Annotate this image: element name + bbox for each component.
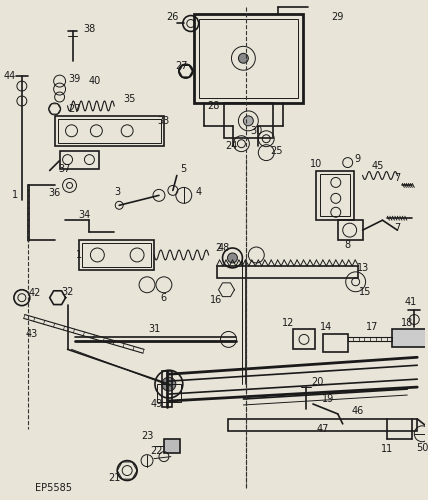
Text: 38: 38 (83, 24, 95, 34)
Text: 41: 41 (404, 296, 416, 306)
Bar (338, 220, 363, 240)
Text: 30: 30 (250, 126, 262, 136)
Text: 40: 40 (88, 76, 101, 86)
Circle shape (162, 377, 176, 391)
Circle shape (228, 253, 238, 263)
Text: 20: 20 (312, 377, 324, 387)
Bar (80, 240, 154, 270)
Text: 50: 50 (416, 442, 428, 452)
Bar (162, 371, 172, 407)
Bar (392, 330, 428, 347)
Text: 11: 11 (381, 444, 394, 454)
Bar (320, 174, 350, 216)
Text: 45: 45 (372, 160, 383, 170)
Bar (58, 119, 161, 142)
Text: 46: 46 (351, 406, 364, 416)
Text: 17: 17 (366, 322, 379, 332)
Bar (316, 170, 354, 220)
Text: EP5585: EP5585 (35, 484, 72, 494)
Text: 3: 3 (114, 188, 120, 198)
Text: 10: 10 (310, 158, 322, 168)
Bar (223, 103, 273, 138)
Text: 47: 47 (317, 424, 329, 434)
Text: 14: 14 (320, 322, 332, 332)
Text: 23: 23 (141, 431, 153, 441)
Bar (55, 116, 164, 146)
Text: 18: 18 (401, 318, 413, 328)
Text: 2: 2 (215, 243, 222, 253)
Bar (59, 150, 99, 168)
Text: 16: 16 (211, 294, 223, 304)
Text: 39: 39 (68, 74, 80, 84)
Bar (323, 334, 348, 352)
Text: 49: 49 (151, 399, 163, 409)
Text: 27: 27 (175, 61, 188, 71)
Text: 9: 9 (354, 154, 361, 164)
Text: 1: 1 (77, 250, 83, 260)
Bar (194, 14, 303, 103)
Text: 21: 21 (108, 474, 120, 484)
Text: 42: 42 (29, 288, 41, 298)
Text: 1: 1 (12, 190, 18, 200)
Text: 12: 12 (282, 318, 294, 328)
Text: 44: 44 (4, 71, 16, 81)
Bar (83, 243, 151, 267)
Text: 19: 19 (322, 394, 334, 404)
Text: 48: 48 (217, 243, 230, 253)
Text: 28: 28 (208, 101, 220, 111)
Text: 4: 4 (196, 188, 202, 198)
Text: 6: 6 (161, 292, 167, 302)
Text: 33: 33 (158, 116, 170, 126)
Bar (164, 439, 180, 452)
Text: 7: 7 (394, 174, 401, 184)
Text: 8: 8 (345, 240, 351, 250)
Text: 13: 13 (357, 263, 369, 273)
Circle shape (238, 54, 248, 63)
Text: 26: 26 (166, 12, 179, 22)
Text: 24: 24 (225, 140, 238, 150)
Text: 37: 37 (58, 164, 71, 173)
Text: 27: 27 (68, 104, 81, 114)
Text: 43: 43 (26, 330, 38, 340)
Circle shape (244, 116, 253, 126)
Text: 29: 29 (332, 12, 344, 22)
Text: 32: 32 (61, 286, 74, 296)
Bar (199, 18, 298, 98)
Bar (157, 384, 181, 402)
Text: 7: 7 (394, 223, 401, 233)
Text: 35: 35 (123, 94, 135, 104)
Bar (229, 419, 417, 431)
Text: 25: 25 (270, 146, 282, 156)
Text: 34: 34 (78, 210, 91, 220)
Text: 22: 22 (151, 446, 163, 456)
Text: 36: 36 (48, 188, 61, 198)
Bar (217, 266, 358, 278)
Bar (293, 330, 315, 349)
Text: 15: 15 (360, 286, 372, 296)
Text: 5: 5 (181, 164, 187, 173)
Text: 31: 31 (148, 324, 160, 334)
